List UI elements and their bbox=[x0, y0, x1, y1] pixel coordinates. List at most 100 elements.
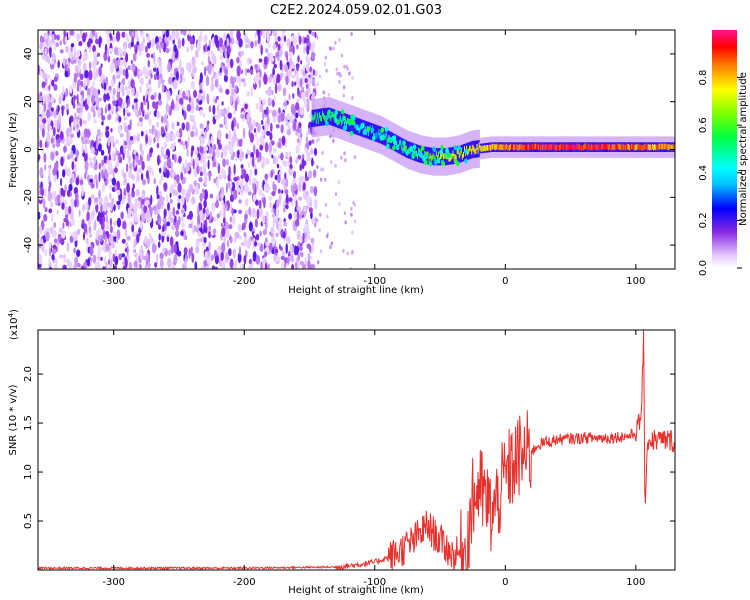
spectrogram-speckle bbox=[342, 93, 345, 98]
spectrogram-speckle bbox=[317, 260, 320, 265]
spectrogram-speckle bbox=[40, 36, 45, 44]
spectrogram-speckle bbox=[62, 86, 65, 96]
ridge-blob bbox=[464, 148, 468, 154]
spectrogram-speckle bbox=[197, 92, 202, 101]
spectrogram-speckle bbox=[221, 44, 226, 51]
spectrogram-speckle bbox=[180, 30, 183, 35]
spectrogram-speckle bbox=[203, 189, 208, 201]
spectrogram-speckle bbox=[62, 189, 66, 198]
spectrogram-speckle bbox=[338, 201, 341, 206]
ridge-core bbox=[435, 150, 438, 157]
spectrogram-speckle bbox=[304, 147, 308, 153]
spectrogram-speckle bbox=[150, 94, 155, 100]
spectrogram-speckle bbox=[104, 107, 108, 114]
spectrogram-speckle bbox=[40, 181, 43, 189]
spectrogram-speckle bbox=[200, 166, 203, 173]
spectrogram-speckle bbox=[270, 122, 273, 133]
spectrogram-speckle bbox=[212, 104, 216, 115]
spectrogram-speckle bbox=[237, 223, 242, 233]
spectrogram-speckle bbox=[269, 52, 273, 59]
spectrogram-speckle bbox=[108, 184, 113, 190]
spectrogram-speckle bbox=[109, 225, 113, 234]
spectrogram-speckle bbox=[166, 40, 168, 46]
spectrogram-speckle bbox=[298, 122, 302, 129]
ridge-core bbox=[481, 145, 484, 152]
spectrogram-speckle bbox=[265, 220, 268, 230]
spectrogram-speckle bbox=[40, 92, 43, 97]
ridge-core bbox=[377, 133, 379, 139]
spectrogram-speckle bbox=[178, 77, 181, 82]
spectrogram-speckle bbox=[90, 194, 95, 200]
spectrogram-speckle bbox=[182, 30, 186, 34]
spectrogram-speckle bbox=[191, 145, 195, 152]
spectrogram-speckle bbox=[246, 239, 251, 249]
spectrogram-speckle bbox=[208, 105, 212, 113]
spectrogram-speckle bbox=[284, 64, 289, 73]
spectrogram-speckle bbox=[294, 211, 297, 218]
spectrogram-speckle bbox=[324, 61, 327, 66]
spectrogram-speckle bbox=[291, 60, 295, 70]
spectrogram-speckle bbox=[178, 155, 182, 164]
spectrogram-speckle bbox=[122, 260, 126, 267]
y-tick-label: -40 bbox=[23, 237, 34, 253]
spectrogram-speckle bbox=[307, 128, 311, 136]
spectrogram-speckle bbox=[172, 189, 177, 196]
spectrogram-speckle bbox=[235, 156, 238, 162]
ridge-core bbox=[472, 144, 474, 151]
spectrogram-speckle bbox=[221, 169, 226, 179]
ridge-body bbox=[385, 129, 388, 147]
spectrogram-speckle bbox=[73, 72, 78, 84]
spectrogram-speckle bbox=[236, 122, 240, 130]
spectrogram-speckle bbox=[81, 132, 84, 138]
spectrogram-speckle bbox=[82, 204, 86, 212]
ridge-core bbox=[620, 144, 622, 150]
spectrogram-speckle bbox=[282, 87, 287, 97]
ridge-core bbox=[536, 143, 538, 150]
spectrogram-speckle bbox=[305, 90, 309, 98]
ridge-core bbox=[565, 144, 567, 151]
spectrogram-speckle bbox=[93, 219, 97, 231]
spectrogram-speckle bbox=[321, 150, 324, 155]
spectrogram-speckle bbox=[92, 45, 96, 53]
spectrogram-speckle bbox=[221, 101, 224, 106]
spectrogram-speckle bbox=[231, 136, 236, 146]
spectrogram-speckle bbox=[175, 174, 180, 184]
spectrogram-speckle bbox=[66, 189, 71, 197]
spectrogram-speckle bbox=[122, 68, 126, 77]
spectrogram-speckle bbox=[304, 42, 306, 48]
ridge-core bbox=[513, 144, 515, 150]
ridge-core bbox=[418, 147, 420, 154]
spectrogram-speckle bbox=[325, 68, 328, 73]
spectrogram-speckle bbox=[195, 156, 200, 167]
spectrogram-speckle bbox=[115, 237, 119, 244]
spectrogram-speckle bbox=[112, 253, 116, 263]
spectrogram-speckle bbox=[228, 130, 232, 141]
spectrogram-speckle bbox=[265, 48, 269, 53]
spectrogram-speckle bbox=[244, 67, 248, 76]
spectrogram-speckle bbox=[137, 196, 143, 202]
spectrogram-speckle bbox=[203, 237, 207, 244]
spectrogram-speckle bbox=[141, 193, 145, 200]
spectrogram-speckle bbox=[188, 61, 191, 71]
ridge-core bbox=[508, 144, 511, 151]
ridge-core bbox=[664, 143, 666, 150]
spectrogram-speckle bbox=[202, 153, 207, 160]
spectrogram-speckle bbox=[263, 183, 268, 192]
spectrogram-speckle bbox=[203, 161, 207, 169]
ridge-core bbox=[318, 112, 321, 118]
ridge-core bbox=[518, 144, 520, 151]
spectrogram-speckle bbox=[175, 95, 178, 102]
spectrogram-speckle bbox=[183, 105, 186, 112]
spectrogram-speckle bbox=[105, 92, 110, 101]
spectrogram-speckle bbox=[142, 65, 146, 76]
spectrogram-speckle bbox=[285, 75, 289, 86]
spectrogram-speckle bbox=[256, 136, 259, 147]
ridge-body bbox=[455, 146, 457, 164]
spectrogram-speckle bbox=[199, 123, 204, 129]
spectrogram-speckle bbox=[139, 220, 143, 230]
spectrogram-speckle bbox=[112, 88, 116, 95]
spectrogram-speckle bbox=[237, 186, 241, 193]
ridge-core bbox=[449, 155, 451, 162]
spectrogram-speckle bbox=[47, 117, 51, 124]
spectrogram-speckle bbox=[145, 82, 149, 89]
